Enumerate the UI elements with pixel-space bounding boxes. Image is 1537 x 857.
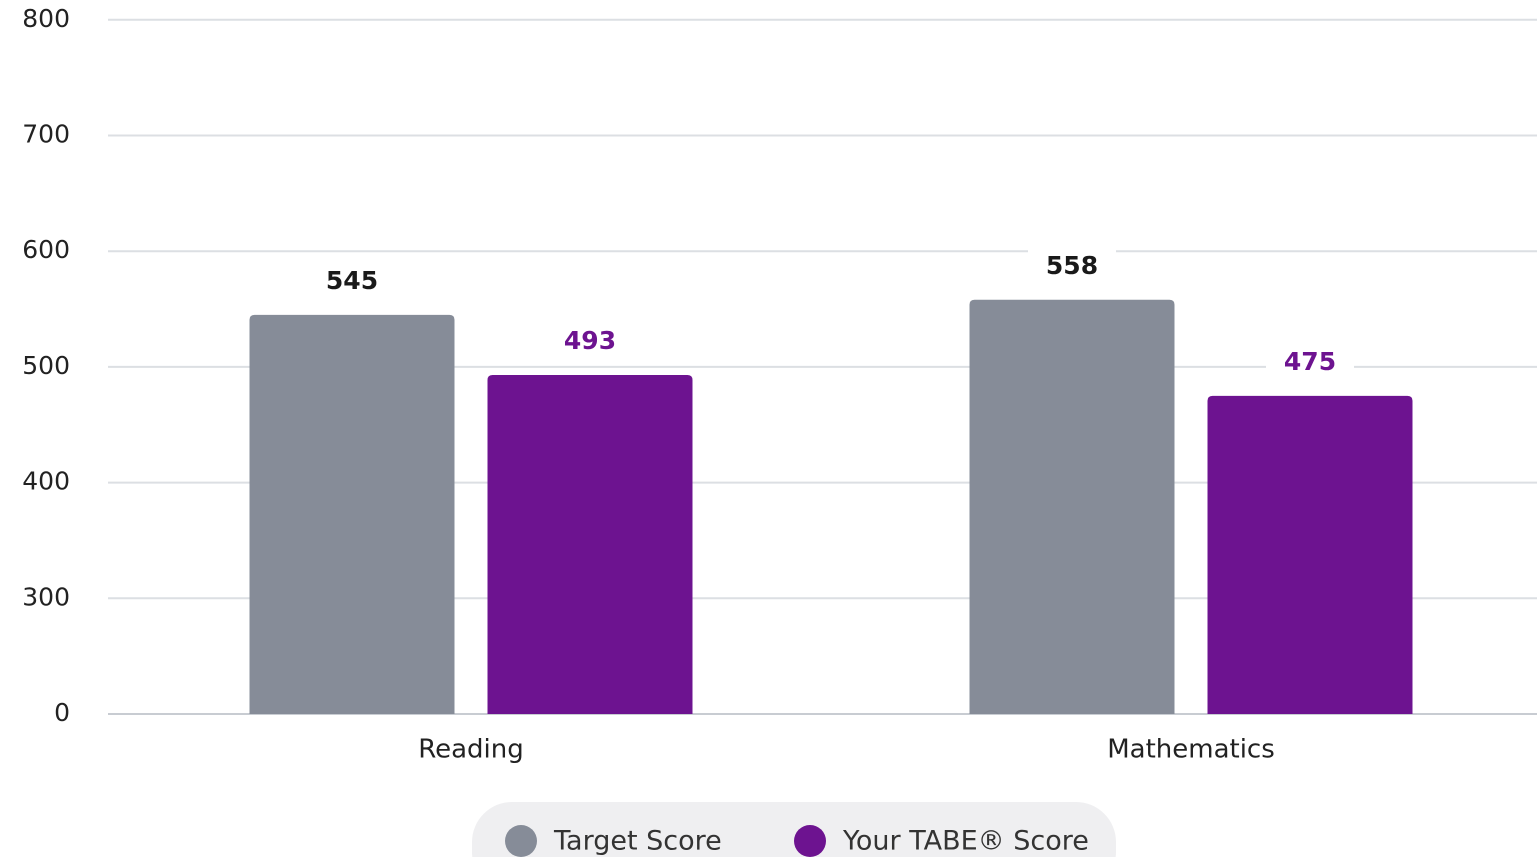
value-label: 545 — [326, 266, 378, 295]
value-label: 475 — [1284, 347, 1336, 376]
value-label-bg — [1266, 344, 1354, 381]
y-tick-label: 800 — [22, 4, 70, 33]
value-label: 558 — [1046, 251, 1098, 280]
legend-label: Target Score — [553, 826, 722, 857]
y-tick-label: 400 — [22, 467, 70, 496]
y-tick-label: 300 — [22, 582, 70, 611]
bar — [487, 374, 693, 714]
legend-box — [472, 802, 1116, 857]
value-label-bg — [308, 263, 396, 300]
y-tick-label: 500 — [22, 351, 70, 380]
legend-label: Your TABE® Score — [842, 826, 1089, 857]
y-tick-label: 0 — [54, 698, 70, 727]
bar — [1207, 395, 1413, 714]
x-tick-label: Reading — [418, 735, 524, 765]
legend-swatch — [505, 825, 537, 857]
x-tick-label: Mathematics — [1107, 735, 1275, 765]
bar — [249, 314, 455, 714]
bar — [969, 299, 1175, 714]
value-label-bg — [546, 323, 634, 360]
value-label: 493 — [564, 326, 616, 355]
y-tick-label: 600 — [22, 235, 70, 264]
legend-swatch — [794, 825, 826, 857]
y-tick-label: 700 — [22, 120, 70, 149]
value-label-bg — [1028, 248, 1116, 285]
